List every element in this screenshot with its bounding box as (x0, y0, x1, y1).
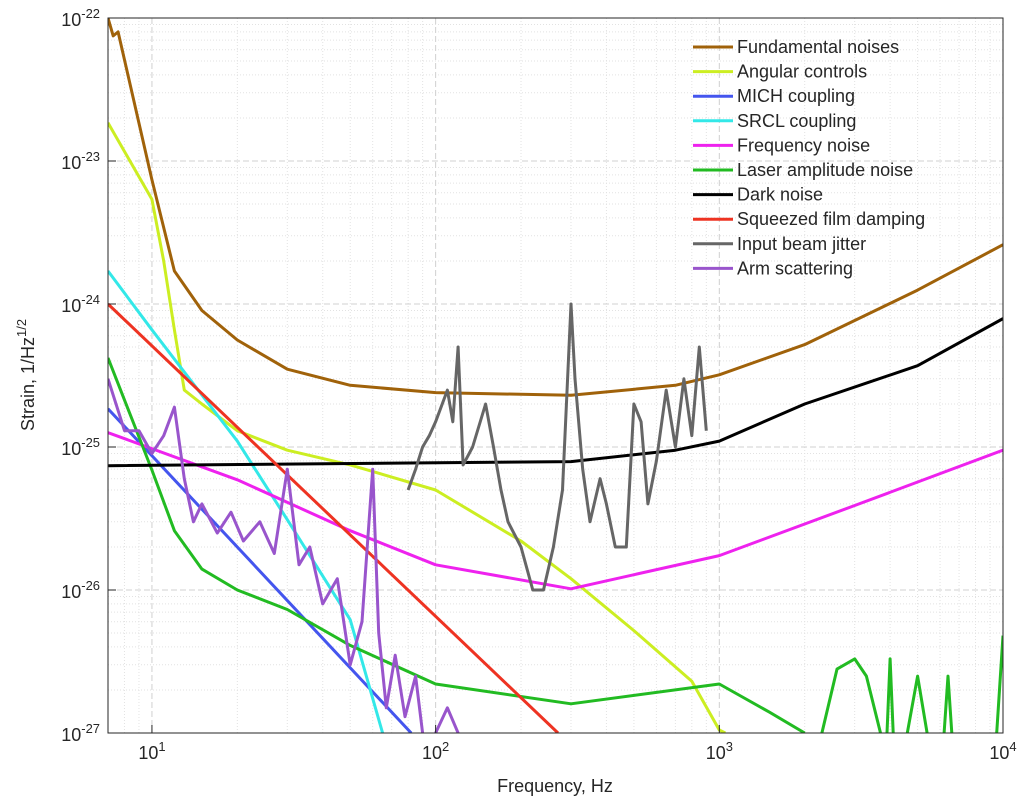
series-line (406, 302, 708, 592)
axes: 101 102 103 104 10-27 10-26 10-25 10-24 10-23 10-… (61, 6, 1016, 763)
x-tick-label: 102 (422, 739, 449, 763)
lines (108, 18, 1003, 733)
series-line (108, 407, 413, 733)
legend-label: SRCL coupling (737, 111, 856, 131)
legend-label: Frequency noise (737, 135, 870, 155)
y-tick-label: 10-24 (61, 292, 100, 316)
legend-label: Squeezed film damping (737, 209, 925, 229)
legend-label: Angular controls (737, 62, 867, 82)
legend-label: Fundamental noises (737, 37, 899, 57)
x-axis-label: Frequency, Hz (497, 776, 613, 796)
series-line (108, 270, 385, 733)
plot-frame (107, 17, 1004, 734)
series-line (108, 122, 726, 733)
y-tick-label: 10-22 (61, 6, 100, 30)
series-line (108, 317, 1003, 468)
y-tick-label: 10-27 (61, 721, 100, 745)
y-tick-label: 10-25 (61, 435, 100, 459)
x-tick-label: 101 (138, 739, 165, 763)
y-tick-label: 10-23 (61, 149, 100, 173)
series-line (108, 18, 1003, 397)
legend-label: Laser amplitude noise (737, 160, 913, 180)
x-tick-label: 104 (989, 739, 1016, 763)
series-line (108, 431, 1003, 591)
x-tick-label: 103 (706, 739, 733, 763)
series-line (108, 302, 560, 733)
legend-label: Dark noise (737, 185, 823, 205)
legend-label: MICH coupling (737, 86, 855, 106)
legend-label: Input beam jitter (737, 234, 866, 254)
legend: Fundamental noises Angular controls MICH c… (693, 37, 925, 278)
plot-area (108, 18, 1003, 733)
series-line (108, 357, 1003, 733)
legend-label: Arm scattering (737, 258, 853, 278)
y-tick-label: 10-26 (61, 578, 100, 602)
series-line (108, 378, 460, 733)
y-axis-label: Strain, 1/Hz1/2 (14, 319, 38, 431)
